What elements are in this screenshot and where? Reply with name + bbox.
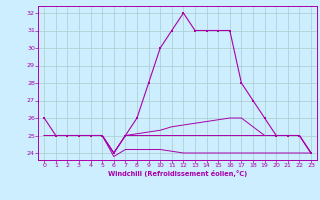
X-axis label: Windchill (Refroidissement éolien,°C): Windchill (Refroidissement éolien,°C) (108, 170, 247, 177)
